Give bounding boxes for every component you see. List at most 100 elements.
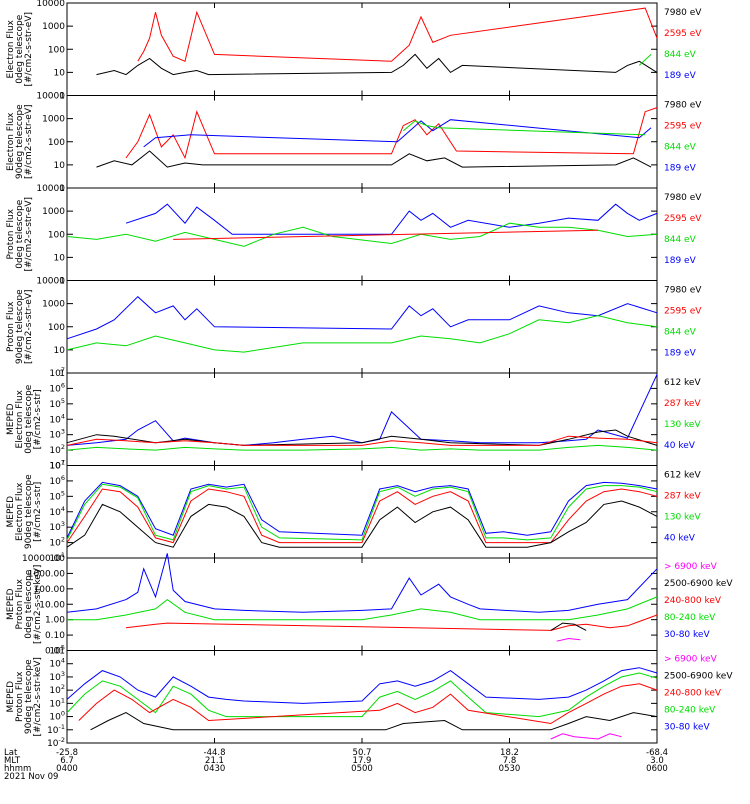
series-line-black [90, 712, 658, 731]
y-tick-label: 107 [49, 459, 65, 472]
y-tick-label: 103 [49, 670, 65, 683]
series-line-green [66, 483, 658, 541]
y-tick-label: 10000 [36, 277, 65, 287]
series-line-red [66, 435, 658, 446]
y-tick-label: 1 [59, 277, 65, 287]
series-line-green [66, 222, 658, 247]
series-line-blue [125, 203, 658, 235]
y-tick-label: 10.00 [39, 600, 65, 610]
time-axis-hhmm-label: 0400 [56, 764, 78, 774]
time-axis-row-label: MLT [4, 756, 21, 766]
y-axis-label: 90deg telescope [15, 104, 25, 179]
y-tick-label: 10 [54, 68, 66, 78]
series-line-blue [66, 481, 658, 539]
y-tick-label: 1000 [42, 300, 65, 310]
y-axis-label: Electron Flux [15, 482, 25, 541]
legend-entry: 130 keV [664, 513, 701, 523]
series-line-red [66, 488, 658, 544]
y-tick-label: 1000.00 [28, 569, 65, 579]
y-axis-label: [#/cm2-s-str-eV] [24, 289, 34, 364]
legend-entry: 30-80 keV [664, 630, 710, 640]
legend-entry: 189 eV [664, 164, 697, 174]
y-tick-label: 100 [48, 45, 65, 55]
y-axis-label: 0deg telescope [24, 384, 34, 454]
series-line-green [66, 672, 658, 718]
legend-entry: 189 eV [664, 71, 697, 81]
time-axis-row-label: Lat [4, 748, 18, 758]
legend-entry: 80-240 keV [664, 613, 716, 623]
series-line-black [66, 500, 658, 548]
legend-entry: 844 eV [664, 143, 697, 153]
y-axis-label: Proton Flux [6, 208, 16, 259]
y-axis-label: Proton Flux [6, 301, 16, 352]
time-axis-lat-label: -44.8 [204, 748, 226, 758]
series-line-black [550, 622, 587, 631]
y-axis-label: Electron Flux [6, 112, 16, 171]
legend-entry: 612 keV [664, 378, 701, 388]
time-axis-hhmm-label: 0500 [351, 764, 373, 774]
y-tick-label: 10000 [36, 0, 65, 9]
legend-entry: 80-240 keV [664, 706, 716, 716]
y-tick-label: 101 [49, 696, 65, 709]
y-tick-label: 100.00 [34, 585, 66, 595]
panel-3: Proton Flux 0deg telescope [#/cm2-s-str-eV… [6, 187, 702, 281]
series-line-green [67, 596, 658, 621]
series-line-red [78, 683, 658, 725]
y-tick-label: 10000.00 [22, 554, 65, 564]
y-tick-label: 10 [54, 346, 66, 356]
legend-entry: 2500-6900 keV [664, 672, 733, 682]
y-tick-label: 100 [48, 138, 65, 148]
time-axis-mlt-label: 6.7 [60, 756, 74, 766]
y-tick-label: 106 [49, 474, 65, 487]
y-tick-label: 102 [49, 683, 65, 696]
y-axis-label: [#/cm2-s-str-keV] [33, 565, 43, 644]
panel-1: Electron Flux 0deg telescope [#/cm2-s-str-… [6, 2, 702, 96]
time-axis-mlt-label: 7.8 [503, 756, 517, 766]
time-axis-lat-label: -68.4 [646, 748, 668, 758]
series-line-blue [66, 374, 658, 446]
y-axis-label: [#/cm2-s-str-eV] [24, 197, 34, 272]
legend-entry: 240-800 keV [664, 596, 722, 606]
y-tick-label: 104 [49, 657, 65, 670]
time-axis-row-label: hhmm [4, 764, 31, 774]
y-tick-label: 10 [54, 161, 66, 171]
legend-entry: 40 keV [664, 534, 696, 544]
y-tick-label: 100 [49, 710, 65, 723]
series-line-green [402, 120, 646, 136]
y-tick-label: 1000 [42, 22, 65, 32]
time-axis-hhmm-label: 0600 [646, 764, 668, 774]
series-line-blue [66, 296, 658, 340]
y-axis-label: MEPED [6, 496, 16, 528]
y-tick-label: 1000 [42, 207, 65, 217]
y-axis-label: [#/cm2-s-str-keV] [33, 657, 43, 736]
y-tick-label: 1 [59, 369, 65, 379]
legend-entry: > 6900 keV [664, 655, 718, 665]
y-tick-label: 105 [49, 397, 65, 410]
series-line-magenta [556, 637, 581, 642]
y-tick-label: 0.10 [45, 631, 65, 641]
y-axis-label: 0deg telescope [15, 199, 25, 269]
y-tick-label: 10-1 [47, 723, 65, 736]
legend-entry: 844 eV [664, 235, 697, 245]
legend-entry: 2595 eV [664, 307, 702, 317]
panel-2: Electron Flux 90deg telescope [#/cm2-s-str… [6, 95, 702, 189]
y-tick-label: 104 [49, 412, 65, 425]
date-label: 2021 Nov 09 [4, 772, 58, 782]
legend-entry: 7980 eV [664, 193, 702, 203]
y-tick-label: 102 [49, 443, 65, 456]
time-axis-lat-label: 50.7 [353, 748, 372, 758]
series-line-red [125, 614, 658, 631]
y-tick-label: 104 [49, 505, 65, 518]
legend-entry: 7980 eV [664, 101, 702, 111]
time-axis-lat-label: 18.2 [500, 748, 519, 758]
y-axis-label: [#/cm2-s-str] [33, 389, 43, 449]
series-line-red [137, 7, 658, 62]
time-axis-lat-label: -25.8 [56, 748, 78, 758]
y-tick-label: 10 [54, 253, 66, 263]
series-line-red [125, 107, 658, 160]
panel-5: MEPED Electron Flux 0deg telescope [#/cm2-s… [6, 372, 701, 466]
y-axis-label: 0deg telescope [24, 569, 34, 639]
y-tick-label: 10000 [36, 184, 65, 194]
y-tick-label: 0.01 [45, 647, 65, 657]
